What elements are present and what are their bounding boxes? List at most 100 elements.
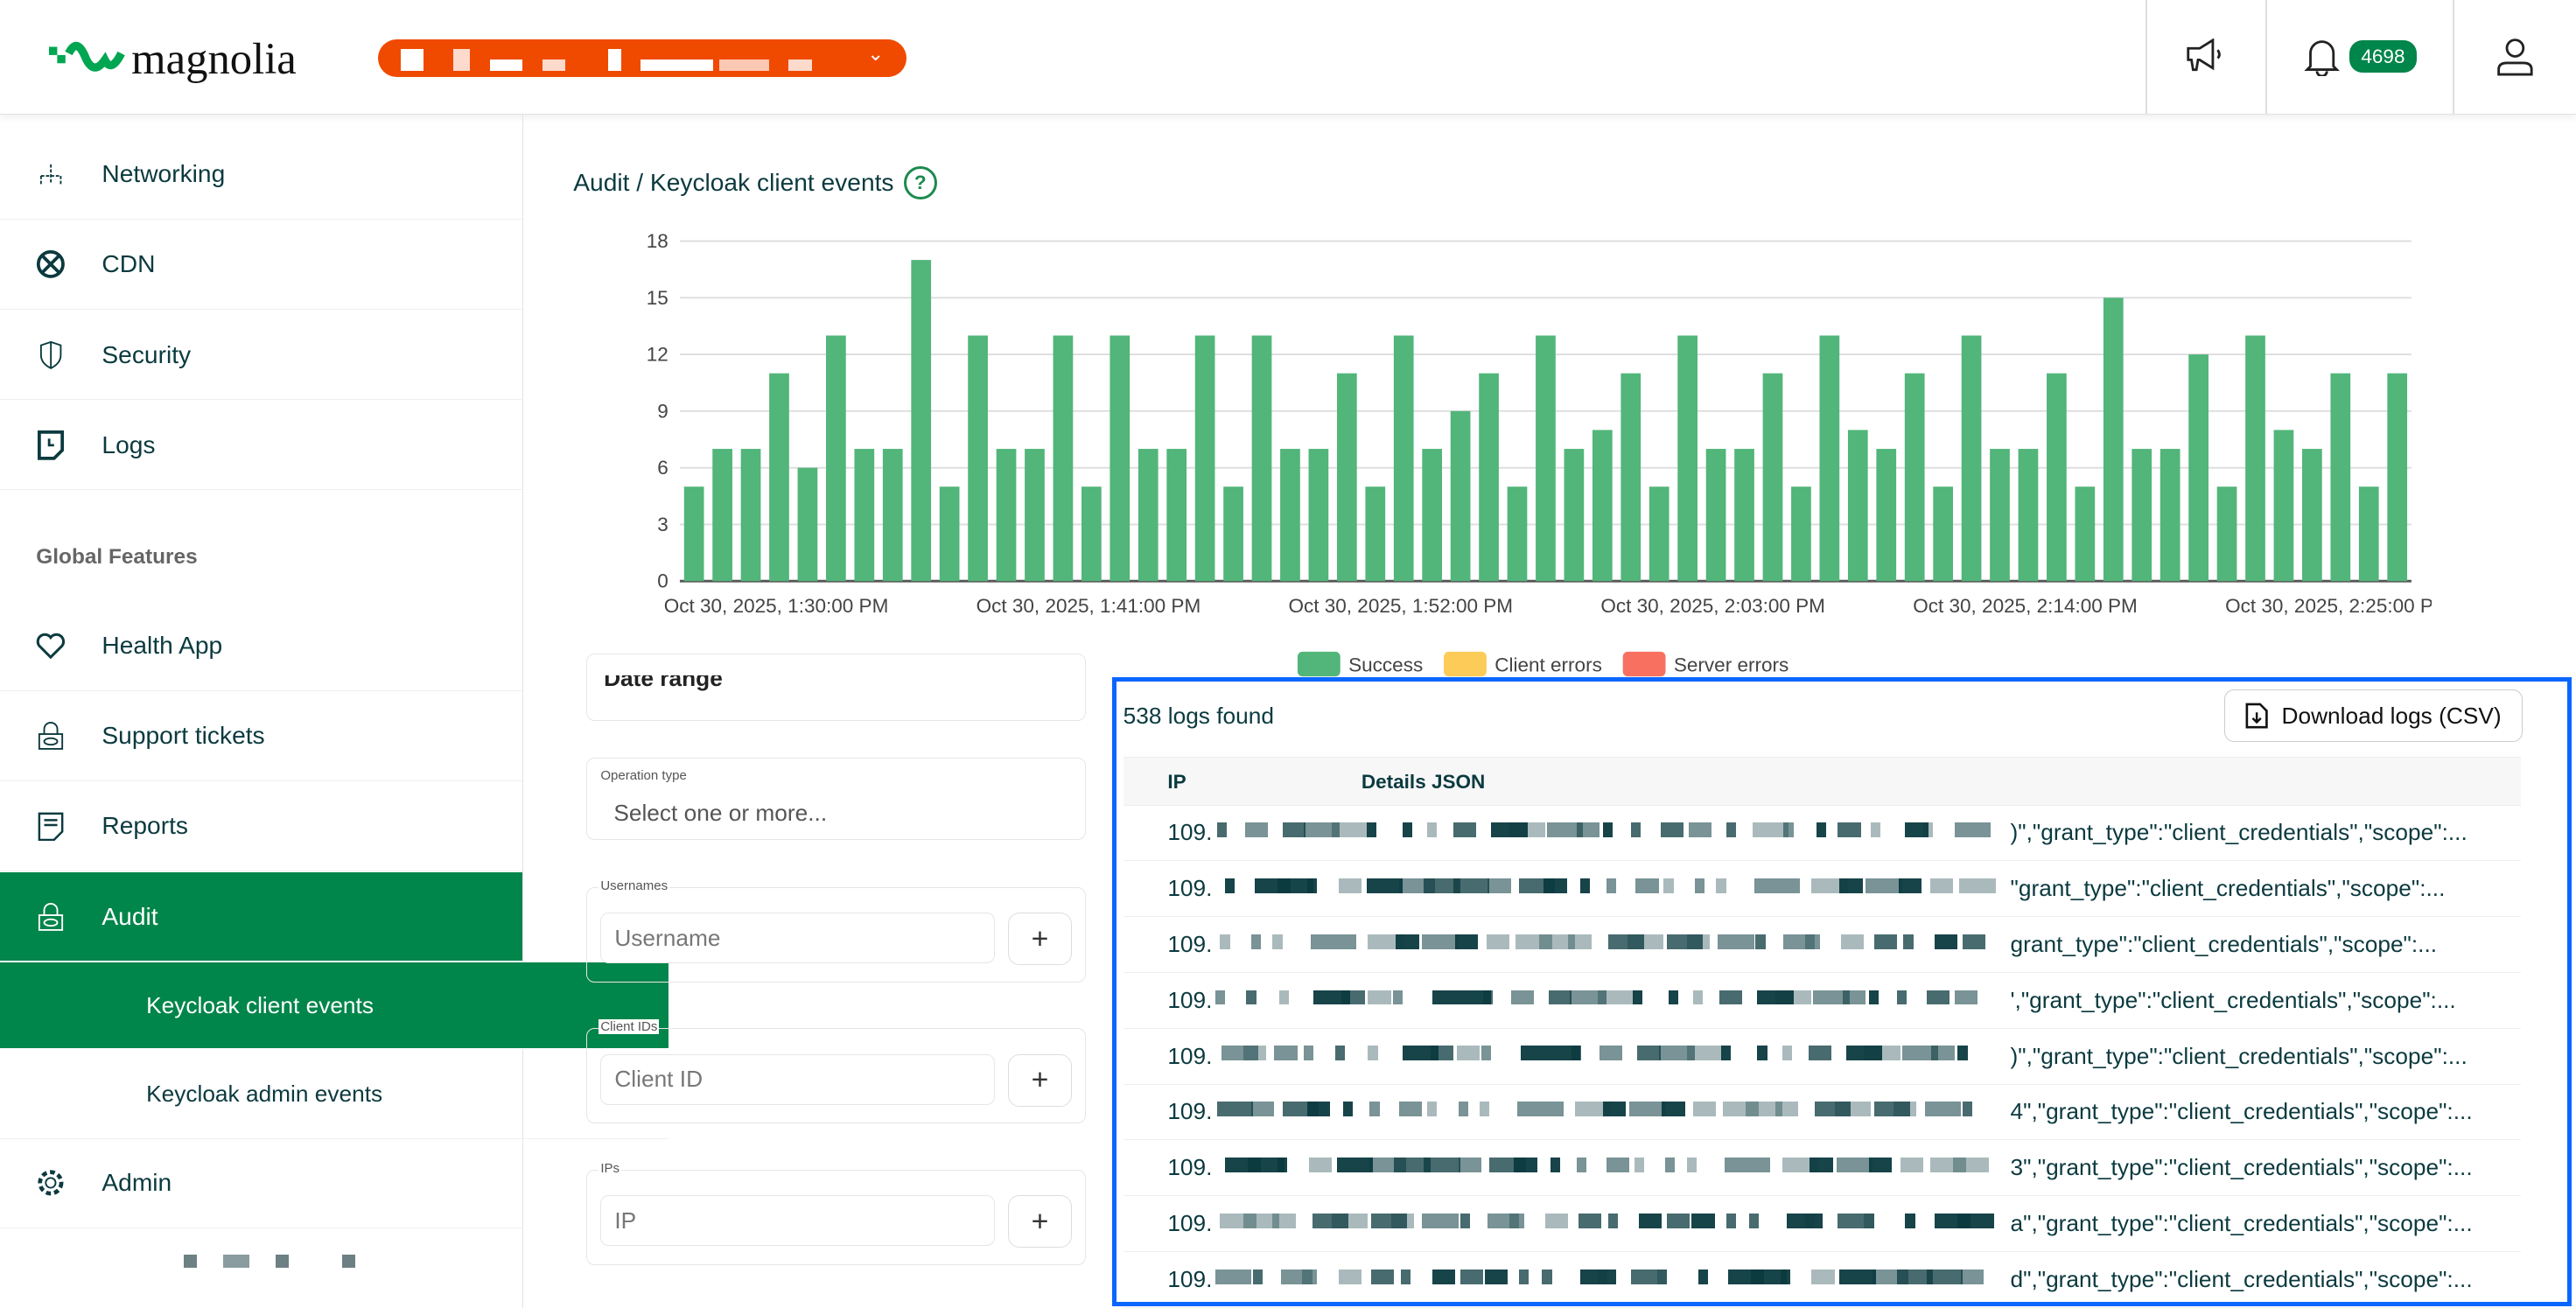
bar bbox=[1592, 430, 1614, 582]
redacted-json bbox=[1214, 931, 2011, 959]
legend-swatch bbox=[1298, 652, 1341, 677]
sidebar-item-security[interactable]: Security bbox=[0, 311, 523, 401]
table-header: IP Details JSON bbox=[1123, 756, 2522, 807]
notification-count-badge: 4698 bbox=[2349, 40, 2417, 73]
sidebar-item-health-app[interactable]: Health App bbox=[0, 601, 523, 691]
divider bbox=[2146, 0, 2148, 114]
client-id-input[interactable]: Client ID bbox=[600, 1053, 995, 1105]
usernames-label: Usernames bbox=[598, 878, 669, 893]
operation-type-placeholder: Select one or more... bbox=[613, 799, 828, 826]
details-json-cell: )","grant_type":"client_credentials","sc… bbox=[2010, 1042, 2468, 1069]
bar bbox=[2330, 374, 2351, 582]
ip-input[interactable]: IP bbox=[600, 1195, 995, 1247]
add-username-button[interactable]: + bbox=[1007, 913, 1073, 966]
download-logs-button[interactable]: Download logs (CSV) bbox=[2223, 689, 2524, 743]
globe-icon bbox=[0, 249, 102, 279]
ip-cell: 109. bbox=[1167, 875, 1213, 902]
log-file-icon bbox=[0, 430, 102, 460]
ip-cell: 109. bbox=[1167, 1210, 1213, 1237]
bar bbox=[1962, 335, 1982, 582]
top-header: magnolia ⌄ 4698 bbox=[0, 0, 2576, 115]
divider bbox=[2265, 0, 2268, 114]
x-tick-label: Oct 30, 2025, 2:25:00 PM bbox=[2225, 595, 2431, 617]
bar bbox=[2018, 449, 2039, 582]
table-row[interactable]: 109. )","grant_type":"client_credentials"… bbox=[1123, 1030, 2522, 1085]
bar bbox=[797, 468, 818, 582]
column-header-details-json[interactable]: Details JSON bbox=[1361, 770, 1486, 793]
sidebar-item-support-tickets[interactable]: Support tickets bbox=[0, 691, 523, 781]
x-tick-label: Oct 30, 2025, 1:30:00 PM bbox=[664, 595, 889, 617]
sidebar-item-label: Keycloak client events bbox=[146, 991, 374, 1018]
breadcrumb: Audit / Keycloak client events bbox=[573, 168, 894, 196]
table-row[interactable]: 109. 3","grant_type":"client_credentials"… bbox=[1123, 1141, 2522, 1197]
report-icon bbox=[0, 812, 102, 842]
results-panel: 538 logs found Download logs (CSV) IP De… bbox=[1112, 676, 2572, 1308]
bar bbox=[1166, 449, 1187, 582]
operation-type-select[interactable]: Operation type Select one or more... bbox=[586, 757, 1087, 840]
redacted-json bbox=[1214, 819, 2011, 847]
details-json-cell: "grant_type":"client_credentials","scope… bbox=[2010, 875, 2446, 902]
logo-text: magnolia bbox=[131, 33, 297, 83]
table-row[interactable]: 109. ',"grant_type":"client_credentials",… bbox=[1123, 974, 2522, 1029]
bar bbox=[1082, 486, 1102, 582]
sidebar-item-logs[interactable]: Logs bbox=[0, 401, 523, 491]
bar bbox=[1620, 374, 1642, 582]
notifications-button[interactable]: 4698 bbox=[2267, 0, 2453, 114]
table-row[interactable]: 109. "grant_type":"client_credentials","s… bbox=[1123, 862, 2522, 918]
column-header-ip[interactable]: IP bbox=[1167, 770, 1186, 793]
section-label: Global Features bbox=[36, 545, 198, 570]
sidebar-item-reports[interactable]: Reports bbox=[0, 782, 523, 872]
table-row[interactable]: 109. d","grant_type":"client_credentials"… bbox=[1123, 1253, 2522, 1308]
table-row[interactable]: 109. a","grant_type":"client_credentials"… bbox=[1123, 1197, 2522, 1253]
sidebar-item-label: Reports bbox=[102, 812, 188, 840]
table-row[interactable]: 109. 4","grant_type":"client_credentials"… bbox=[1123, 1085, 2522, 1141]
sidebar-item-audit[interactable]: Audit bbox=[0, 871, 523, 962]
bar bbox=[1677, 335, 1698, 582]
sidebar-item-keycloak-client-events[interactable]: Keycloak client events bbox=[0, 962, 669, 1049]
bar bbox=[2387, 374, 2408, 582]
ip-cell: 109. bbox=[1167, 1154, 1213, 1181]
tenant-selector[interactable]: ⌄ bbox=[377, 39, 907, 78]
chevron-down-icon: ⌄ bbox=[867, 42, 885, 65]
bar bbox=[911, 260, 932, 582]
username-input[interactable]: Username bbox=[600, 913, 995, 964]
bar bbox=[2104, 297, 2124, 582]
bar bbox=[854, 449, 875, 582]
bar bbox=[741, 449, 761, 582]
bar bbox=[883, 449, 903, 582]
table-row[interactable]: 109.)","grant_type":"client_credentials"… bbox=[1123, 806, 2522, 862]
add-client-id-button[interactable]: + bbox=[1007, 1053, 1073, 1107]
download-logs-label: Download logs (CSV) bbox=[2281, 702, 2502, 729]
sidebar-item-cdn[interactable]: CDN bbox=[0, 220, 523, 310]
bar bbox=[1025, 449, 1046, 582]
bar bbox=[997, 449, 1017, 582]
bar bbox=[1110, 335, 1130, 582]
help-icon[interactable]: ? bbox=[903, 165, 937, 199]
user-menu-button[interactable] bbox=[2454, 0, 2576, 114]
ip-cell: 109. bbox=[1167, 1265, 1213, 1292]
sidebar-item-networking[interactable]: Networking bbox=[0, 129, 523, 220]
announcements-button[interactable] bbox=[2147, 0, 2265, 114]
table-row[interactable]: 109. grant_type":"client_credentials","sc… bbox=[1123, 918, 2522, 973]
bar bbox=[1990, 449, 2011, 582]
ip-cell: 109. bbox=[1167, 1042, 1213, 1069]
bar bbox=[2075, 486, 2096, 582]
bar bbox=[1905, 374, 1925, 582]
bar bbox=[2047, 374, 2068, 582]
sidebar-item-label: Admin bbox=[102, 1168, 172, 1196]
ip-cell: 109. bbox=[1167, 819, 1213, 846]
bar bbox=[1394, 335, 1414, 582]
logo[interactable]: magnolia bbox=[49, 33, 297, 84]
x-tick-label: Oct 30, 2025, 1:52:00 PM bbox=[1289, 595, 1514, 617]
bar bbox=[1308, 449, 1329, 582]
bar bbox=[1280, 449, 1301, 582]
add-ip-button[interactable]: + bbox=[1007, 1195, 1073, 1249]
sidebar-item-keycloak-admin-events[interactable]: Keycloak admin events bbox=[0, 1050, 669, 1140]
bar bbox=[1223, 486, 1244, 582]
redacted-json bbox=[1214, 1266, 2011, 1294]
y-tick-label: 0 bbox=[658, 570, 669, 592]
sidebar-item-admin[interactable]: Admin bbox=[0, 1138, 523, 1228]
bar bbox=[1195, 335, 1215, 582]
date-range-field[interactable]: Date range bbox=[586, 654, 1087, 722]
redacted-json bbox=[1214, 1210, 2011, 1238]
